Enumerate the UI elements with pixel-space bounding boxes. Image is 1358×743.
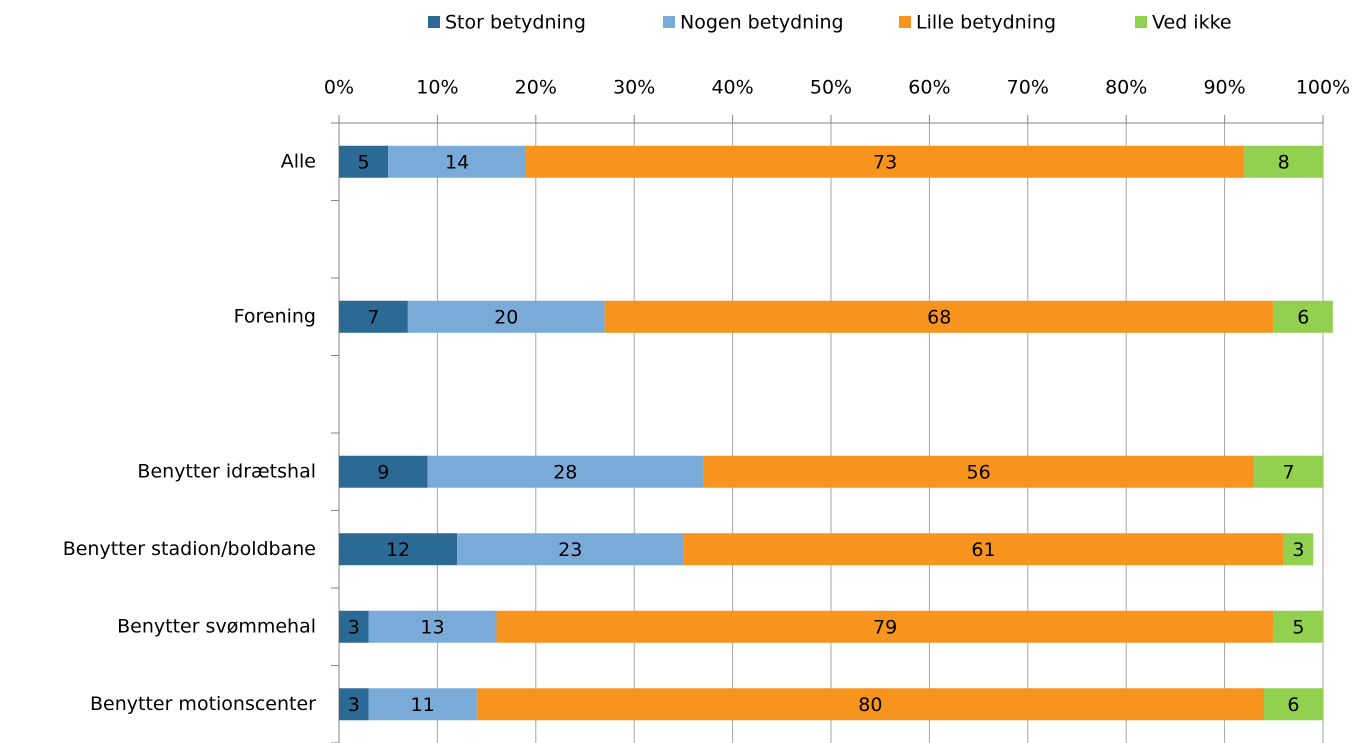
x-tick-label: 10% bbox=[416, 77, 458, 99]
data-label: 79 bbox=[873, 616, 897, 638]
legend-label: Nogen betydning bbox=[680, 12, 844, 34]
bar-segment bbox=[339, 455, 428, 488]
bar-segment bbox=[339, 300, 408, 333]
bar-segment bbox=[1273, 300, 1333, 333]
x-tick-label: 0% bbox=[324, 77, 354, 99]
bar-segment bbox=[407, 300, 605, 333]
data-label: 14 bbox=[445, 151, 469, 173]
data-label: 11 bbox=[411, 694, 435, 716]
data-label: 6 bbox=[1287, 694, 1299, 716]
data-label: 73 bbox=[873, 151, 897, 173]
data-label: 80 bbox=[858, 694, 882, 716]
data-label: 68 bbox=[927, 306, 951, 328]
bar-segment bbox=[1244, 145, 1323, 178]
data-label: 23 bbox=[558, 539, 582, 561]
data-label: 3 bbox=[348, 694, 360, 716]
bar-segment bbox=[339, 145, 389, 178]
bar-segment bbox=[368, 688, 477, 721]
bar-segment bbox=[427, 455, 704, 488]
legend-swatch bbox=[663, 16, 675, 28]
bar-segment bbox=[457, 533, 684, 566]
bar-segment bbox=[683, 533, 1284, 566]
legend-label: Stor betydning bbox=[445, 12, 586, 34]
legend-label: Ved ikke bbox=[1152, 12, 1232, 34]
x-tick-label: 100% bbox=[1296, 77, 1350, 99]
data-label: 13 bbox=[420, 616, 444, 638]
data-label: 3 bbox=[1292, 539, 1304, 561]
bar-segment bbox=[703, 455, 1255, 488]
y-tick-label: Alle bbox=[281, 150, 316, 172]
bar-segment bbox=[476, 688, 1264, 721]
bar-segment bbox=[339, 533, 458, 566]
bar-segment bbox=[1283, 533, 1314, 566]
x-tick-label: 90% bbox=[1203, 77, 1245, 99]
y-tick-label: Benytter motionscenter bbox=[90, 693, 316, 715]
y-tick-label: Benytter idrætshal bbox=[137, 460, 316, 482]
y-tick-label: Forening bbox=[234, 305, 316, 327]
data-label: 3 bbox=[348, 616, 360, 638]
bar-segment bbox=[604, 300, 1274, 333]
legend-label: Lille betydning bbox=[916, 12, 1056, 34]
bar-segment bbox=[368, 610, 497, 643]
data-label: 5 bbox=[358, 151, 370, 173]
y-tick-label: Benytter svømmehal bbox=[117, 615, 316, 637]
x-tick-label: 70% bbox=[1007, 77, 1049, 99]
bar-segment bbox=[1254, 455, 1323, 488]
x-tick-label: 60% bbox=[908, 77, 950, 99]
legend-swatch bbox=[428, 16, 440, 28]
legend-swatch bbox=[1135, 16, 1147, 28]
bar-segment bbox=[496, 610, 1274, 643]
data-label: 8 bbox=[1278, 151, 1290, 173]
data-label: 12 bbox=[386, 539, 410, 561]
bar-segment bbox=[525, 145, 1245, 178]
data-label: 7 bbox=[1283, 461, 1295, 483]
data-label: 6 bbox=[1297, 306, 1309, 328]
bar-segment bbox=[1273, 610, 1323, 643]
bar-segment bbox=[1263, 688, 1323, 721]
x-tick-label: 40% bbox=[711, 77, 753, 99]
x-tick-label: 20% bbox=[515, 77, 557, 99]
bar-segment bbox=[339, 688, 369, 721]
bar-segment bbox=[339, 610, 369, 643]
x-tick-label: 80% bbox=[1105, 77, 1147, 99]
data-label: 20 bbox=[494, 306, 518, 328]
data-label: 5 bbox=[1292, 616, 1304, 638]
data-label: 56 bbox=[967, 461, 991, 483]
data-label: 9 bbox=[377, 461, 389, 483]
data-label: 28 bbox=[553, 461, 577, 483]
x-tick-label: 30% bbox=[613, 77, 655, 99]
x-tick-label: 50% bbox=[810, 77, 852, 99]
data-label: 61 bbox=[971, 539, 995, 561]
y-tick-label: Benytter stadion/boldbane bbox=[63, 538, 316, 560]
legend-swatch bbox=[899, 16, 911, 28]
bar-segment bbox=[388, 145, 526, 178]
data-label: 7 bbox=[367, 306, 379, 328]
